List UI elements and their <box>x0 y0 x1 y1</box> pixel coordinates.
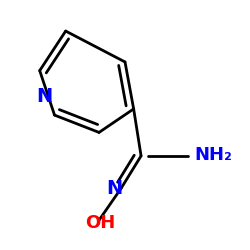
Text: N: N <box>106 178 122 198</box>
Text: OH: OH <box>85 214 116 232</box>
Text: NH₂: NH₂ <box>194 146 232 164</box>
Text: N: N <box>36 87 53 106</box>
